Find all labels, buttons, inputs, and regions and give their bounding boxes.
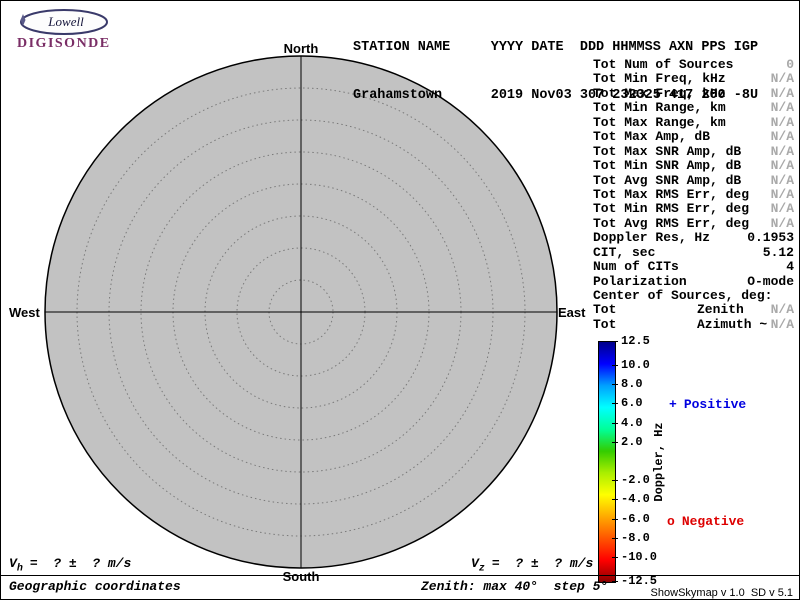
positive-legend-label: Positive (683, 397, 747, 412)
colorbar-axis-label: Doppler, Hz (652, 422, 666, 502)
version-text: ShowSkymap v 1.0 SD v 5.1 (650, 587, 793, 599)
colorbar-gradient (598, 341, 616, 583)
coordinates-note: Geographic coordinates (9, 579, 181, 594)
stat-label: Tot Max RMS Err, deg (593, 186, 750, 202)
logo-ellipse (20, 9, 108, 35)
stat-value: N/A (770, 316, 794, 332)
stat-label: Polarization (593, 273, 687, 289)
stat-label: Tot Max Freq, kHz (593, 85, 726, 101)
compass-label-north: North (283, 41, 319, 56)
stat-label: Tot Max Amp, dB (593, 129, 711, 145)
logo-emblem: Lowell (20, 9, 108, 35)
stat-sublabel: Zenith (697, 302, 744, 318)
stat-row: Tot Max Range, km N/A (593, 114, 794, 130)
negative-legend-label: Negative (681, 514, 745, 529)
stat-row: Polarization O-mode (593, 273, 794, 289)
stat-value: N/A (770, 129, 794, 145)
stat-row: Tot Max Amp, dB N/A (593, 129, 794, 145)
stat-label: Tot Min Freq, kHz (593, 71, 726, 87)
logo-sparkle-icon (20, 14, 26, 26)
lowell-logo: Lowell DIGISONDE (7, 5, 127, 51)
stat-label: Tot Max SNR Amp, dB (593, 143, 742, 159)
header-row-values: Grahamstown 2019 Nov03 307 232325 417 20… (353, 88, 759, 103)
compass-label-west: West (9, 305, 40, 320)
footer-divider (1, 575, 799, 576)
stat-label: Tot Min Range, km (593, 100, 726, 116)
vz-subscript: z (478, 563, 485, 575)
zenith-note: Zenith: max 40° step 5° (421, 579, 609, 594)
stat-label: Tot Max Range, km (593, 114, 726, 130)
stat-value: N/A (770, 100, 794, 116)
stat-value: N/A (770, 201, 794, 217)
positive-legend: + Positive (669, 397, 746, 412)
stat-row: Tot Num of Sources 0 (593, 57, 794, 72)
stat-row: Tot Max Freq, kHz N/A (593, 85, 794, 101)
stat-value: 4 (786, 259, 794, 275)
vz-value: = ? ± ? m/s (491, 556, 594, 571)
logo-brand-text: Lowell (47, 14, 84, 29)
stat-sublabel: Azimuth ~ (697, 316, 768, 332)
stat-row: Tot Min Freq, kHz N/A (593, 71, 794, 87)
vz-readout: Vz = ? ± ? m/s (471, 557, 593, 577)
stat-label: Tot Num of Sources (593, 57, 734, 72)
stat-row: Tot Max SNR Amp, dB N/A (593, 143, 794, 159)
stat-row: Tot Min RMS Err, deg N/A (593, 201, 794, 217)
logo-product-text: DIGISONDE (17, 36, 111, 51)
vh-value: = ? ± ? m/s (29, 556, 132, 571)
compass-label-east: East (558, 305, 586, 320)
vh-subscript: h (16, 563, 23, 575)
plus-marker-icon: + (669, 397, 677, 412)
compass-label-south: South (282, 569, 320, 584)
negative-legend: o Negative (667, 514, 744, 529)
stat-row: Tot Avg SNR Amp, dB N/A (593, 172, 794, 188)
stat-value: N/A (770, 302, 794, 318)
stat-row: Tot Max RMS Err, deg N/A (593, 186, 794, 202)
stat-value: 0.1953 (747, 230, 794, 246)
stat-value: N/A (770, 186, 794, 202)
stat-value: 5.12 (762, 244, 794, 260)
stat-label: CIT, sec (593, 244, 656, 260)
stat-label: Tot Avg RMS Err, deg (593, 215, 750, 231)
stat-value: O-mode (747, 273, 794, 289)
stat-label: Tot Min RMS Err, deg (593, 201, 750, 217)
stat-value: N/A (770, 215, 794, 231)
stat-value: 0 (786, 57, 794, 72)
stat-value: N/A (770, 85, 794, 101)
stat-value: N/A (770, 71, 794, 87)
stat-label: Tot (593, 316, 617, 332)
vh-symbol: V (9, 556, 17, 571)
stat-row: Tot Avg RMS Err, deg N/A (593, 215, 794, 231)
stats-panel: Tot Num of Sources 0 Tot Min Freq, kHz N/A T… (593, 57, 794, 332)
vh-readout: Vh = ? ± ? m/s (9, 557, 131, 577)
stat-label: Tot (593, 302, 617, 318)
stat-row: Tot Min Range, km N/A (593, 100, 794, 116)
stat-value: N/A (770, 158, 794, 174)
stat-value: N/A (770, 143, 794, 159)
header-row-labels: STATION NAME YYYY DATE DDD HHMMSS AXN PP… (353, 40, 759, 55)
header-block: STATION NAME YYYY DATE DDD HHMMSS AXN PP… (353, 8, 758, 136)
stat-label: Num of CITs (593, 259, 679, 275)
circle-marker-icon: o (667, 514, 675, 529)
stat-label: Tot Avg SNR Amp, dB (593, 172, 742, 188)
stat-row: Doppler Res, Hz 0.1953 (593, 230, 794, 246)
stat-row: Tot Zenith N/A (593, 302, 794, 318)
stat-label: Doppler Res, Hz (593, 230, 711, 246)
stat-row: Tot Min SNR Amp, dB N/A (593, 158, 794, 174)
stat-row: Center of Sources, deg: (593, 288, 794, 303)
vz-symbol: V (471, 556, 479, 571)
stat-row: Num of CITs 4 (593, 259, 794, 275)
stat-row: CIT, sec 5.12 (593, 244, 794, 260)
stat-label: Center of Sources, deg: (593, 288, 773, 303)
stat-label: Tot Min SNR Amp, dB (593, 158, 742, 174)
stat-value: N/A (770, 172, 794, 188)
stat-row: Tot Azimuth ~ N/A (593, 316, 794, 332)
stat-value: N/A (770, 114, 794, 130)
